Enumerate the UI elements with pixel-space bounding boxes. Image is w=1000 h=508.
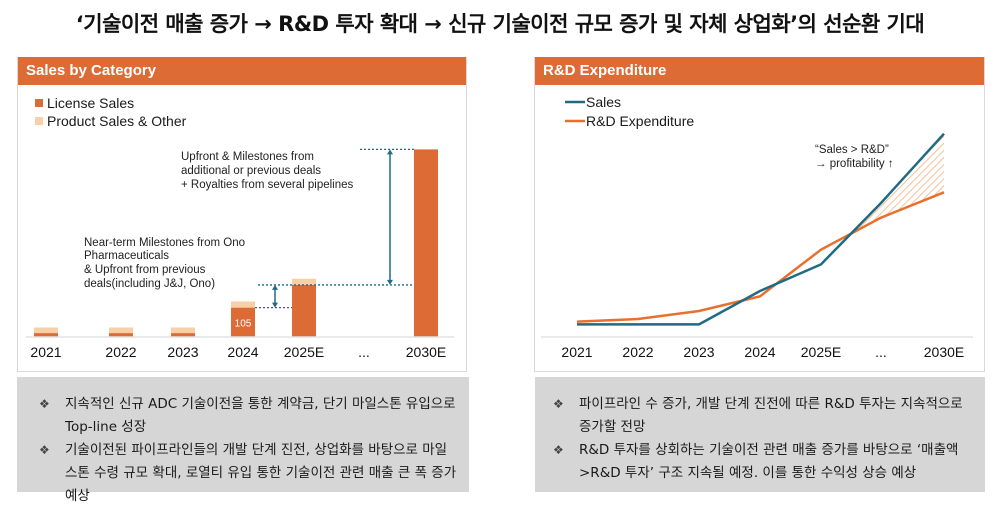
bar-license-2021 — [34, 333, 58, 337]
legend-label-product: Product Sales & Other — [47, 113, 187, 129]
bar-data-label: 105 — [235, 318, 252, 329]
bar-product-2024 — [231, 301, 255, 308]
legend-label-license: License Sales — [47, 95, 134, 111]
bar-product-2021 — [34, 327, 58, 334]
panel-header: Sales by Category — [18, 57, 466, 85]
diamond-bullet-icon: ❖ — [553, 397, 564, 411]
note-item: ❖ 기술이전된 파이프라인들의 개발 단계 진전, 상업화를 바탕으로 마일스톤… — [29, 439, 459, 508]
x-tick-label: ... — [875, 344, 887, 360]
bar-license-2023 — [171, 333, 195, 337]
double-arrow-icon-head-up — [387, 149, 393, 155]
diamond-bullet-icon: ❖ — [39, 443, 50, 457]
double-arrow-icon-head-down — [272, 302, 278, 308]
legend-label-sales: Sales — [586, 94, 621, 110]
sales-by-category-panel: Sales by Category License Sales Product … — [17, 57, 467, 372]
x-tick-label: ... — [358, 344, 370, 360]
x-tick-label: 2030E — [924, 344, 964, 360]
note-text: 기술이전된 파이프라인들의 개발 단계 진전, 상업화를 바탕으로 마일스톤 수… — [65, 442, 457, 504]
legend-swatch-license — [35, 99, 43, 107]
bar-license-2022 — [109, 333, 133, 337]
x-tick-label: 2021 — [30, 344, 61, 360]
bar-product-2025E — [292, 278, 316, 285]
note-item: ❖ 파이프라인 수 증가, 개발 단계 진전에 따른 R&D 투자는 지속적으로… — [543, 393, 975, 439]
rd-notes-box: ❖ 파이프라인 수 증가, 개발 단계 진전에 따른 R&D 투자는 지속적으로… — [535, 377, 985, 492]
rd-expenditure-panel: R&D Expenditure Sales R&D Expenditure “S… — [534, 57, 985, 372]
x-tick-label: 2025E — [801, 344, 841, 360]
note-item: ❖ R&D 투자를 상회하는 기술이전 관련 매출 증가를 바탕으로 ‘매출액>… — [543, 439, 975, 485]
x-tick-label: 2024 — [227, 344, 258, 360]
note-text: 파이프라인 수 증가, 개발 단계 진전에 따른 R&D 투자는 지속적으로 증… — [579, 396, 963, 435]
x-tick-label: 2022 — [105, 344, 136, 360]
rd-expenditure-chart: Sales R&D Expenditure “Sales > R&D” → pr… — [541, 94, 973, 360]
profitability-annotation: “Sales > R&D” → profitability ↑ — [815, 144, 894, 170]
legend-swatch-product — [35, 117, 43, 125]
bar-product-2023 — [171, 327, 195, 334]
diamond-bullet-icon: ❖ — [39, 397, 50, 411]
x-tick-label: 2023 — [167, 344, 198, 360]
bar-license-2030E — [414, 149, 438, 337]
note-item: ❖ 지속적인 신규 ADC 기술이전을 통한 계약금, 단기 마일스톤 유입으로… — [29, 393, 459, 439]
x-tick-label: 2024 — [744, 344, 775, 360]
sales-line — [577, 132, 945, 326]
annotation-lower: Near-term Milestones from Ono Pharmaceut… — [84, 237, 248, 290]
x-tick-label: 2022 — [622, 344, 653, 360]
annotation-upper: Upfront & Milestones from additional or … — [181, 151, 354, 191]
sales-notes-box: ❖ 지속적인 신규 ADC 기술이전을 통한 계약금, 단기 마일스톤 유입으로… — [17, 377, 469, 504]
bar-license-2025E — [292, 284, 316, 337]
diamond-bullet-icon: ❖ — [553, 443, 564, 457]
page-title: ‘기술이전 매출 증가 → R&D 투자 확대 → 신규 기술이전 규모 증가 … — [75, 12, 925, 36]
bar-license-2024 — [231, 307, 255, 337]
note-text: R&D 투자를 상회하는 기술이전 관련 매출 증가를 바탕으로 ‘매출액>R&… — [579, 442, 959, 481]
bar-product-2022 — [109, 327, 133, 334]
profitability-hatch-area — [851, 133, 944, 234]
panel-header: R&D Expenditure — [535, 57, 984, 85]
double-arrow-icon-head-up — [272, 284, 278, 290]
rd-expenditure-line — [576, 191, 945, 323]
x-tick-label: 2021 — [561, 344, 592, 360]
x-tick-label: 2023 — [683, 344, 714, 360]
x-tick-label: 2030E — [406, 344, 446, 360]
sales-by-category-chart: License Sales Product Sales & Other Upfr… — [26, 95, 454, 360]
x-tick-label: 2025E — [284, 344, 324, 360]
note-text: 지속적인 신규 ADC 기술이전을 통한 계약금, 단기 마일스톤 유입으로 T… — [65, 396, 456, 435]
double-arrow-icon-head-down — [387, 279, 393, 285]
legend-label-rd: R&D Expenditure — [586, 113, 694, 129]
